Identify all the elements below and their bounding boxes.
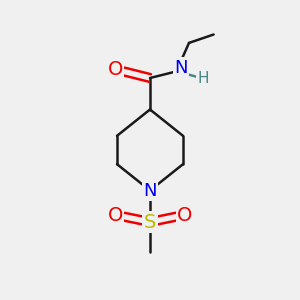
Text: O: O xyxy=(107,206,123,225)
Text: H: H xyxy=(198,71,209,86)
Text: O: O xyxy=(107,60,123,80)
Text: N: N xyxy=(174,59,188,77)
Text: N: N xyxy=(143,182,157,200)
Text: S: S xyxy=(144,212,156,232)
Text: O: O xyxy=(177,206,193,225)
